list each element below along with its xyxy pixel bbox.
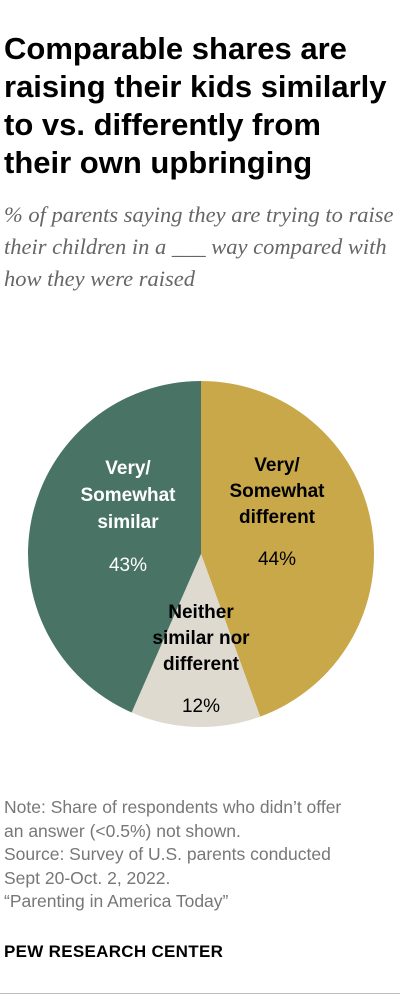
slice-label-1-line-1: similar nor <box>152 628 250 649</box>
slice-label-2-line-1: Somewhat <box>80 485 176 506</box>
pie-slice-0 <box>201 381 375 717</box>
slice-label-1-line-2: different <box>163 654 240 675</box>
pie-slice-1 <box>131 554 261 727</box>
slice-value-2: 43% <box>109 555 147 576</box>
source-line-2: Sept 20-Oct. 2, 2022. <box>4 867 171 888</box>
slice-label-2-line-0: Very/ <box>105 458 151 479</box>
slice-label-1-line-0: Neither <box>168 602 234 623</box>
slice-value-1: 12% <box>182 696 220 717</box>
bottom-divider <box>0 993 400 994</box>
slice-value-0: 44% <box>258 549 296 570</box>
note-line-2: an answer (<0.5%) not shown. <box>4 820 241 841</box>
pew-logo: PEW RESEARCH CENTER <box>4 942 224 961</box>
chart-subtitle: % of parents saying they are trying to r… <box>4 202 394 291</box>
report-title: “Parenting in America Today” <box>4 891 229 911</box>
notes-block: Note: Share of respondents who didn’t of… <box>4 796 396 914</box>
slice-label-2-line-2: similar <box>97 512 159 533</box>
pie-slice-2 <box>28 381 201 713</box>
slice-label-0-line-1: Somewhat <box>229 481 325 502</box>
slice-label-0-line-2: different <box>239 507 316 528</box>
pie-chart: Very/Somewhat different 44% Neither similar … <box>28 381 375 727</box>
source-line-1: Source: Survey of U.S. parents conducted <box>4 844 331 864</box>
note-line-1: Note: Share of respondents who didn’t of… <box>4 797 342 817</box>
slice-label-0-line-0: Very/ <box>254 455 300 476</box>
chart-title: Comparable shares are raising their kids… <box>4 31 387 180</box>
